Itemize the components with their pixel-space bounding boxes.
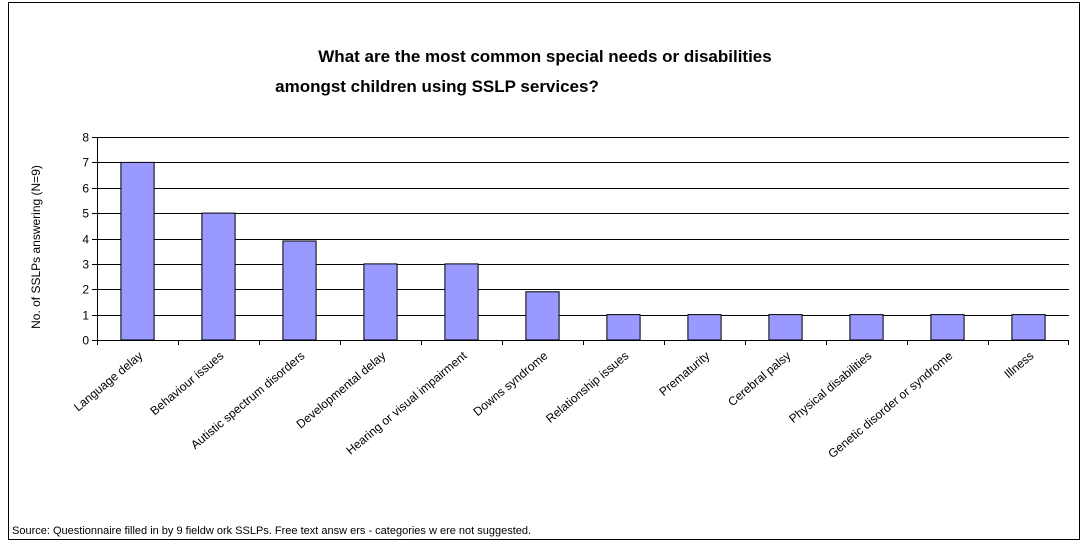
y-tick-label: 2 [82, 283, 89, 297]
x-tick-label: Behaviour issues [147, 349, 226, 418]
chart-title-line-1: What are the most common special needs o… [318, 47, 771, 66]
x-tick-label: Prematurity [656, 349, 712, 399]
chart-title-line-2: amongst children using SSLP services? [275, 77, 599, 96]
chart-frame [8, 2, 1080, 540]
source-note: Source: Questionnaire filled in by 9 fie… [12, 525, 532, 537]
bar [1011, 314, 1046, 341]
bar [849, 314, 884, 341]
bar [363, 263, 398, 341]
x-tick-label: Relationship issues [543, 349, 631, 426]
y-tick-label: 3 [82, 258, 89, 272]
y-axis-label: No. of SSLPs answering (N=9) [29, 165, 43, 329]
bar [930, 314, 965, 341]
bar [201, 212, 236, 341]
gridlines [97, 137, 1069, 316]
y-tick-label: 5 [82, 207, 89, 221]
bar [282, 240, 317, 341]
bars [120, 161, 1046, 341]
bar [444, 263, 479, 341]
y-tick-label: 8 [82, 131, 89, 145]
bar [687, 314, 722, 341]
bar [525, 291, 560, 341]
axes [92, 137, 1069, 345]
y-tick-label: 7 [82, 156, 89, 170]
x-tick-label: Developmental delay [294, 349, 389, 432]
bar [606, 314, 641, 341]
y-tick-label: 1 [82, 309, 89, 323]
x-tick-label: Cerebral palsy [725, 349, 793, 409]
y-tick-label: 4 [82, 233, 89, 247]
x-tick-label: Downs syndrome [470, 348, 550, 419]
y-tick-label: 6 [82, 182, 89, 196]
x-tick-label: Physical disabilities [786, 349, 874, 426]
y-tick-label: 0 [82, 334, 89, 348]
x-tick-label: Language delay [71, 349, 145, 415]
bar [768, 314, 803, 341]
y-tick-labels: 0 1 2 3 4 5 6 7 8 [82, 131, 89, 348]
x-tick-label: Illness [1001, 349, 1036, 382]
bar [120, 161, 155, 341]
